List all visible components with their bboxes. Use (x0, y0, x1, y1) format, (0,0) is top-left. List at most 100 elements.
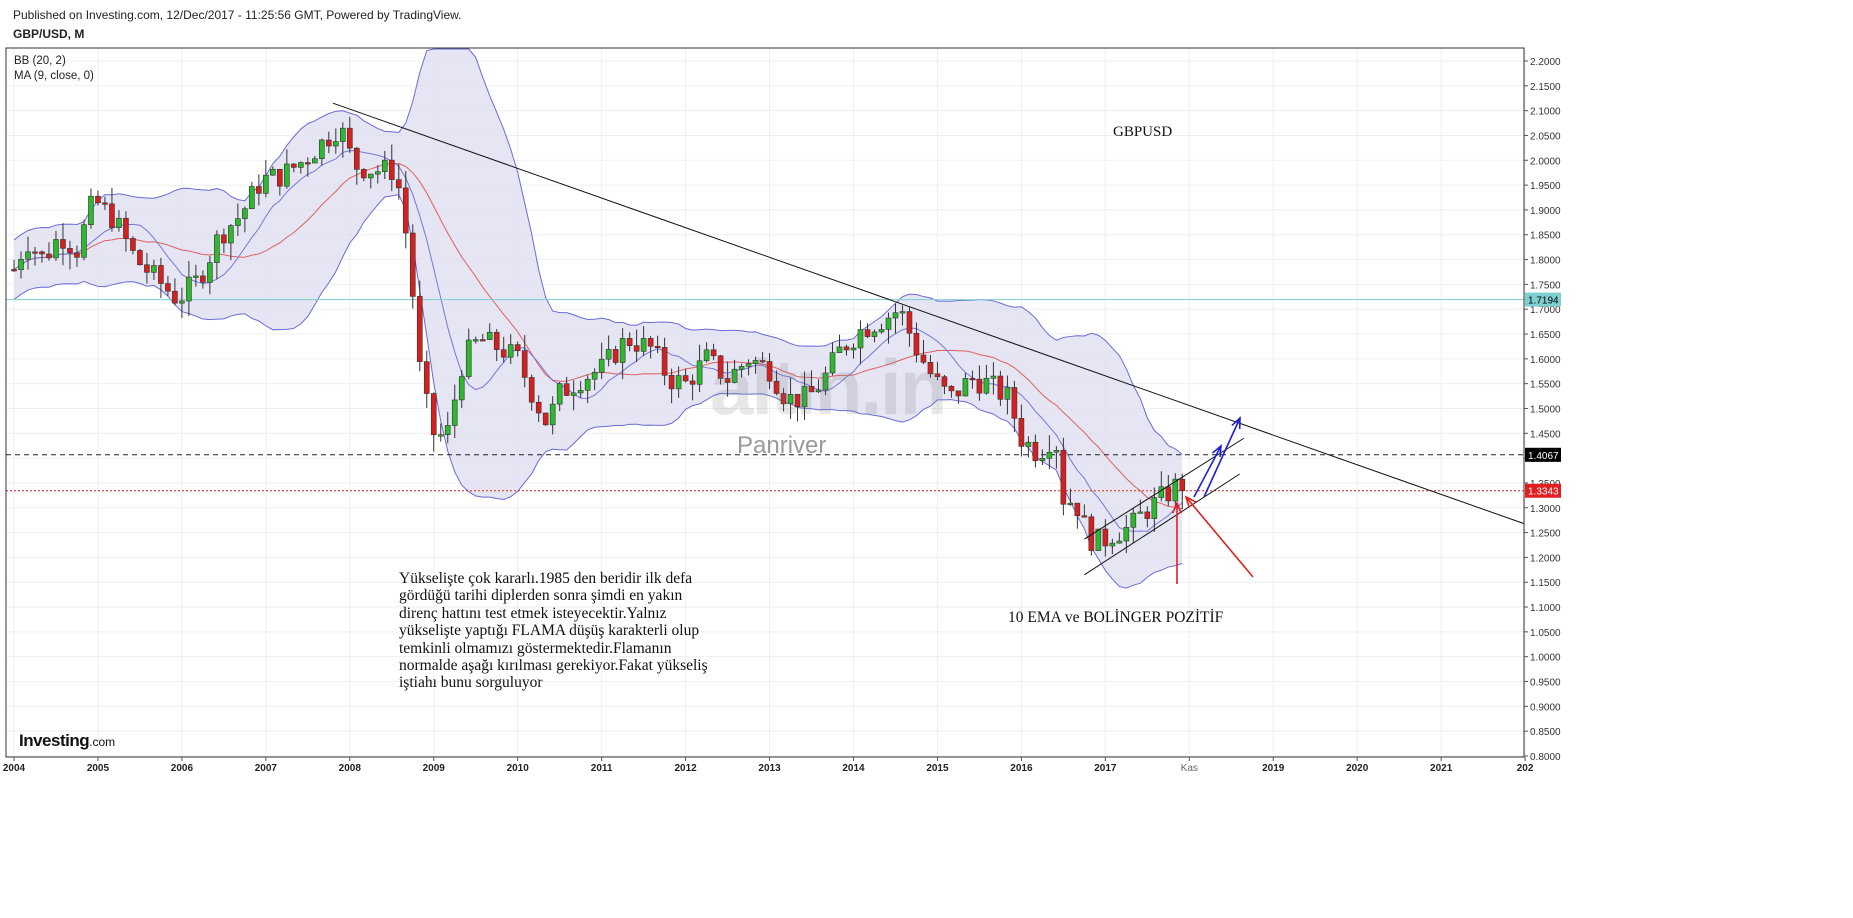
candle-body (829, 352, 836, 374)
y-tick-label: 1.5500 (1530, 380, 1561, 391)
price-label-text: 1.7194 (1528, 296, 1559, 307)
candle-body (885, 317, 892, 330)
candle-body (724, 378, 731, 383)
candle-body (116, 217, 122, 228)
indicator-bb[interactable]: BB (20, 2) (14, 55, 66, 67)
x-tick-label: 2017 (1094, 763, 1117, 774)
candle-body (507, 344, 514, 358)
candle-body (1137, 511, 1144, 514)
candle-body (857, 329, 864, 349)
annotation-line: temkinli olmamızı göstermektedir.Flamanı… (399, 639, 672, 657)
x-tick-label: 2020 (1346, 763, 1369, 774)
y-tick-label: 2.1500 (1530, 82, 1561, 93)
candle-body (1165, 486, 1172, 502)
candle-body (584, 378, 591, 391)
y-tick-label: 1.2500 (1530, 529, 1561, 540)
y-tick-label: 2.1000 (1530, 107, 1561, 118)
candle-body (605, 349, 612, 360)
channel-lower (1084, 473, 1240, 576)
indicator-ma[interactable]: MA (9, close, 0) (14, 70, 94, 82)
y-tick-label: 1.7500 (1530, 280, 1561, 291)
candle-body (1172, 478, 1179, 502)
candle-body (186, 276, 192, 302)
y-tick-label: 1.5000 (1530, 404, 1561, 415)
candle-body (32, 251, 38, 254)
candle-body (1088, 516, 1095, 551)
y-tick-label: 0.9500 (1530, 678, 1561, 689)
candle-body (941, 376, 948, 387)
candle-body (787, 394, 794, 405)
candle-body (710, 349, 717, 357)
candle-body (598, 358, 605, 373)
candle-body (633, 345, 640, 352)
candle-body (822, 372, 829, 391)
candle-body (1158, 486, 1165, 498)
y-tick-label: 1.1500 (1530, 578, 1561, 589)
arrow-blue-1 (1193, 445, 1222, 498)
y-tick-label: 1.8500 (1530, 231, 1561, 242)
y-tick-label: 1.9500 (1530, 181, 1561, 192)
candle-body (409, 232, 416, 297)
candle-body (892, 312, 899, 319)
candle-body (1060, 450, 1067, 505)
candle-body (1179, 478, 1186, 492)
candle-body (144, 264, 150, 273)
candle-body (346, 127, 353, 149)
resistance-trendline (332, 102, 1525, 525)
candle-body (402, 187, 409, 234)
candle-body (60, 239, 66, 249)
candle-body (654, 345, 661, 349)
candle-body (228, 225, 234, 244)
candle-body (46, 253, 52, 259)
candle-body (1067, 502, 1074, 505)
candle-body (927, 362, 934, 375)
x-tick-label: 2012 (674, 763, 697, 774)
candle-body (291, 163, 297, 168)
candle-body (395, 179, 402, 189)
candle-body (563, 383, 570, 396)
arrow-red-up-head (1171, 500, 1183, 514)
price-label-box (1525, 483, 1561, 498)
candle-body (102, 202, 108, 205)
x-axis: 2004 2005 2006 2007 2008 2009 2010 2011 2012 2013… (3, 757, 1534, 774)
candle-body (794, 394, 801, 408)
candle-body (242, 208, 248, 219)
candle-body (668, 375, 675, 390)
candle-body (1130, 512, 1137, 528)
candle-body (626, 338, 633, 346)
y-tick-label: 2.0500 (1530, 131, 1561, 142)
candle-body (745, 363, 752, 367)
candle-body (556, 383, 563, 405)
candle-body (25, 251, 31, 260)
drawings (332, 102, 1525, 584)
arrow-red-diagonal (1185, 496, 1254, 578)
candle-body (130, 238, 136, 251)
candle-body (619, 338, 626, 363)
investing-logo: Investing.com (19, 731, 115, 751)
candle-body (1102, 528, 1109, 547)
x-tick-label: 2015 (926, 763, 949, 774)
candle-body (214, 234, 220, 263)
candle-body (871, 331, 878, 337)
x-tick-label: 2006 (171, 763, 194, 774)
candle-body (451, 399, 458, 426)
candle-body (675, 375, 682, 390)
annotation-line: gördüğü tarihi diplerden sonra şimdi en … (399, 587, 683, 605)
candle-body (997, 375, 1004, 400)
candle-body (493, 331, 500, 350)
candle-body (123, 217, 129, 239)
candle-body (1053, 450, 1060, 453)
candle-body (549, 403, 556, 426)
candle-body (298, 162, 304, 168)
candle-body (535, 401, 542, 414)
candle-body (158, 265, 164, 284)
candle-body (948, 385, 955, 392)
candle-body (263, 174, 269, 194)
bollinger-fill (14, 49, 1183, 589)
x-tick-label: 2014 (842, 763, 865, 774)
candle-body (808, 385, 815, 393)
bollinger-band (13, 48, 1183, 589)
candle-body (458, 376, 465, 401)
candle-body (661, 347, 668, 376)
